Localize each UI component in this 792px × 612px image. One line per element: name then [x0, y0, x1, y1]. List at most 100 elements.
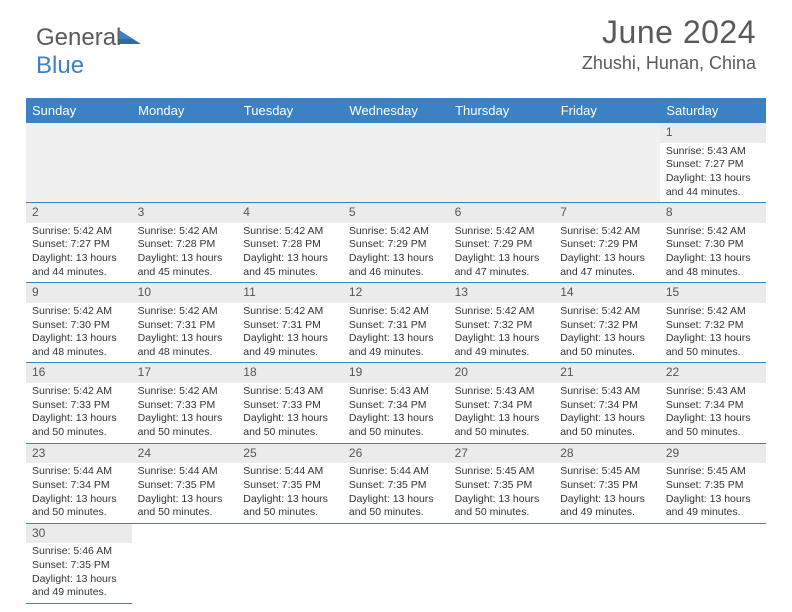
- day-sunrise: Sunrise: 5:44 AM: [243, 465, 337, 479]
- calendar-cell: 30Sunrise: 5:46 AMSunset: 7:35 PMDayligh…: [26, 523, 132, 603]
- day-number: 28: [554, 444, 660, 464]
- day-sunset: Sunset: 7:29 PM: [455, 238, 549, 252]
- calendar-cell: 21Sunrise: 5:43 AMSunset: 7:34 PMDayligh…: [554, 363, 660, 443]
- day-daylight1: Daylight: 13 hours: [243, 412, 337, 426]
- day-daylight2: and 50 minutes.: [349, 506, 443, 520]
- day-number: 12: [343, 283, 449, 303]
- day-number: 7: [554, 203, 660, 223]
- day-daylight1: Daylight: 13 hours: [560, 412, 654, 426]
- day-sunrise: Sunrise: 5:44 AM: [349, 465, 443, 479]
- day-daylight2: and 50 minutes.: [32, 426, 126, 440]
- weekday-header: Wednesday: [343, 98, 449, 123]
- calendar-cell: 5Sunrise: 5:42 AMSunset: 7:29 PMDaylight…: [343, 203, 449, 283]
- day-sunset: Sunset: 7:35 PM: [560, 479, 654, 493]
- day-sunrise: Sunrise: 5:44 AM: [32, 465, 126, 479]
- day-daylight2: and 50 minutes.: [32, 506, 126, 520]
- calendar-cell: 26Sunrise: 5:44 AMSunset: 7:35 PMDayligh…: [343, 443, 449, 523]
- day-daylight1: Daylight: 13 hours: [666, 493, 760, 507]
- day-number: 18: [237, 363, 343, 383]
- day-number: 3: [132, 203, 238, 223]
- day-sunrise: Sunrise: 5:43 AM: [666, 145, 760, 159]
- day-daylight2: and 49 minutes.: [243, 346, 337, 360]
- day-details: Sunrise: 5:42 AMSunset: 7:32 PMDaylight:…: [449, 303, 555, 363]
- day-daylight2: and 50 minutes.: [138, 426, 232, 440]
- day-sunset: Sunset: 7:32 PM: [666, 319, 760, 333]
- day-daylight1: Daylight: 13 hours: [32, 573, 126, 587]
- day-daylight2: and 49 minutes.: [560, 506, 654, 520]
- weekday-header: Thursday: [449, 98, 555, 123]
- calendar-cell: [26, 123, 132, 203]
- calendar-cell: [554, 523, 660, 603]
- day-details: Sunrise: 5:42 AMSunset: 7:29 PMDaylight:…: [554, 223, 660, 283]
- day-daylight1: Daylight: 13 hours: [243, 493, 337, 507]
- day-details: Sunrise: 5:42 AMSunset: 7:28 PMDaylight:…: [237, 223, 343, 283]
- brand-part2: Blue: [36, 52, 84, 79]
- day-sunset: Sunset: 7:32 PM: [455, 319, 549, 333]
- day-number: 4: [237, 203, 343, 223]
- weekday-header: Monday: [132, 98, 238, 123]
- day-sunset: Sunset: 7:34 PM: [666, 399, 760, 413]
- day-number: 30: [26, 524, 132, 544]
- calendar-cell: 8Sunrise: 5:42 AMSunset: 7:30 PMDaylight…: [660, 203, 766, 283]
- day-sunrise: Sunrise: 5:43 AM: [666, 385, 760, 399]
- day-details: Sunrise: 5:45 AMSunset: 7:35 PMDaylight:…: [660, 463, 766, 523]
- day-daylight1: Daylight: 13 hours: [666, 332, 760, 346]
- weekday-header: Tuesday: [237, 98, 343, 123]
- day-sunset: Sunset: 7:31 PM: [243, 319, 337, 333]
- calendar-cell: 6Sunrise: 5:42 AMSunset: 7:29 PMDaylight…: [449, 203, 555, 283]
- day-number: 25: [237, 444, 343, 464]
- day-details: Sunrise: 5:42 AMSunset: 7:32 PMDaylight:…: [660, 303, 766, 363]
- day-daylight2: and 49 minutes.: [666, 506, 760, 520]
- day-daylight1: Daylight: 13 hours: [560, 252, 654, 266]
- day-details: Sunrise: 5:45 AMSunset: 7:35 PMDaylight:…: [554, 463, 660, 523]
- day-daylight2: and 45 minutes.: [138, 266, 232, 280]
- calendar-cell: 22Sunrise: 5:43 AMSunset: 7:34 PMDayligh…: [660, 363, 766, 443]
- day-sunset: Sunset: 7:35 PM: [138, 479, 232, 493]
- day-details: Sunrise: 5:42 AMSunset: 7:28 PMDaylight:…: [132, 223, 238, 283]
- day-number: 16: [26, 363, 132, 383]
- day-daylight1: Daylight: 13 hours: [32, 412, 126, 426]
- day-details: Sunrise: 5:42 AMSunset: 7:31 PMDaylight:…: [237, 303, 343, 363]
- day-daylight2: and 50 minutes.: [666, 426, 760, 440]
- calendar-cell: [660, 523, 766, 603]
- day-number: 9: [26, 283, 132, 303]
- day-daylight2: and 46 minutes.: [349, 266, 443, 280]
- day-daylight2: and 45 minutes.: [243, 266, 337, 280]
- day-sunset: Sunset: 7:34 PM: [560, 399, 654, 413]
- day-sunrise: Sunrise: 5:42 AM: [666, 225, 760, 239]
- day-details: Sunrise: 5:42 AMSunset: 7:27 PMDaylight:…: [26, 223, 132, 283]
- calendar-cell: 19Sunrise: 5:43 AMSunset: 7:34 PMDayligh…: [343, 363, 449, 443]
- calendar-cell: 14Sunrise: 5:42 AMSunset: 7:32 PMDayligh…: [554, 283, 660, 363]
- day-sunset: Sunset: 7:35 PM: [243, 479, 337, 493]
- location: Zhushi, Hunan, China: [582, 53, 756, 74]
- day-sunset: Sunset: 7:28 PM: [138, 238, 232, 252]
- day-number: 15: [660, 283, 766, 303]
- day-sunrise: Sunrise: 5:46 AM: [32, 545, 126, 559]
- day-details: Sunrise: 5:42 AMSunset: 7:32 PMDaylight:…: [554, 303, 660, 363]
- day-sunset: Sunset: 7:35 PM: [455, 479, 549, 493]
- day-daylight2: and 44 minutes.: [666, 186, 760, 200]
- calendar-cell: 10Sunrise: 5:42 AMSunset: 7:31 PMDayligh…: [132, 283, 238, 363]
- calendar-row: 2Sunrise: 5:42 AMSunset: 7:27 PMDaylight…: [26, 203, 766, 283]
- day-number: 24: [132, 444, 238, 464]
- calendar-cell: 3Sunrise: 5:42 AMSunset: 7:28 PMDaylight…: [132, 203, 238, 283]
- calendar-row: 30Sunrise: 5:46 AMSunset: 7:35 PMDayligh…: [26, 523, 766, 603]
- day-sunrise: Sunrise: 5:42 AM: [349, 305, 443, 319]
- day-daylight1: Daylight: 13 hours: [560, 493, 654, 507]
- day-number: 8: [660, 203, 766, 223]
- day-details: Sunrise: 5:42 AMSunset: 7:33 PMDaylight:…: [26, 383, 132, 443]
- day-number: 13: [449, 283, 555, 303]
- day-number: 14: [554, 283, 660, 303]
- day-sunrise: Sunrise: 5:42 AM: [349, 225, 443, 239]
- day-daylight2: and 50 minutes.: [666, 346, 760, 360]
- day-daylight2: and 49 minutes.: [32, 586, 126, 600]
- day-daylight1: Daylight: 13 hours: [560, 332, 654, 346]
- day-daylight2: and 44 minutes.: [32, 266, 126, 280]
- day-details: Sunrise: 5:42 AMSunset: 7:30 PMDaylight:…: [26, 303, 132, 363]
- calendar-cell: [132, 123, 238, 203]
- day-details: Sunrise: 5:42 AMSunset: 7:29 PMDaylight:…: [343, 223, 449, 283]
- calendar-cell: 11Sunrise: 5:42 AMSunset: 7:31 PMDayligh…: [237, 283, 343, 363]
- calendar-cell: 17Sunrise: 5:42 AMSunset: 7:33 PMDayligh…: [132, 363, 238, 443]
- day-daylight2: and 50 minutes.: [455, 426, 549, 440]
- day-sunset: Sunset: 7:28 PM: [243, 238, 337, 252]
